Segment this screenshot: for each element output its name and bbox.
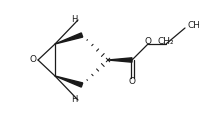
Text: O: O	[129, 77, 136, 85]
Polygon shape	[55, 33, 83, 44]
Polygon shape	[55, 76, 83, 87]
Polygon shape	[108, 58, 132, 62]
Text: O: O	[29, 55, 36, 65]
Text: H: H	[71, 96, 77, 105]
Text: CH₃: CH₃	[188, 21, 199, 30]
Text: CH₂: CH₂	[158, 36, 174, 45]
Text: H: H	[71, 15, 77, 24]
Text: O: O	[144, 36, 151, 45]
